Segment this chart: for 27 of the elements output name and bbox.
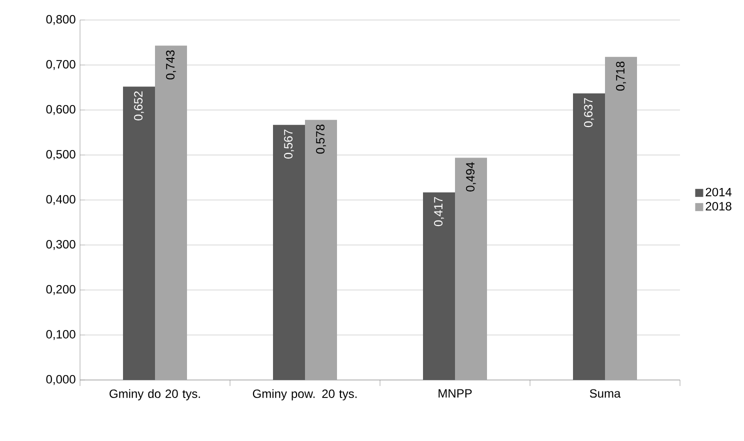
y-tick-label: 0,700: [46, 60, 76, 70]
y-tick-label: 0,100: [46, 330, 76, 340]
y-tick-label: 0,000: [46, 375, 76, 385]
data-label: 0,567: [284, 130, 294, 159]
data-label: 0,718: [616, 62, 626, 91]
y-tick-label: 0,200: [46, 285, 76, 295]
data-label: 0,652: [134, 91, 144, 120]
y-tick-label: 0,300: [46, 240, 76, 250]
data-label: 0,494: [466, 162, 476, 192]
bar: [123, 86, 156, 380]
legend-label: 2014: [706, 188, 732, 196]
y-tick-label: 0,800: [46, 15, 76, 25]
bar: [423, 192, 455, 380]
bar: [573, 93, 605, 380]
x-tick-label: Gminy pow. 20 tys.: [252, 389, 357, 400]
x-tick-label: Suma: [590, 389, 621, 398]
legend-label: 2018: [706, 202, 732, 210]
x-tick-label: Gminy do 20 tys.: [110, 389, 200, 400]
x-tick-label: MNPP: [438, 389, 472, 398]
y-tick-label: 0,500: [46, 150, 76, 160]
data-label: 0,637: [584, 98, 594, 128]
y-tick-label: 0,400: [46, 195, 76, 205]
bar: [273, 124, 306, 380]
y-tick-label: 0,600: [46, 105, 76, 115]
data-label: 0,578: [316, 124, 326, 154]
data-label: 0,417: [434, 197, 444, 226]
data-label: 0,743: [166, 50, 176, 80]
